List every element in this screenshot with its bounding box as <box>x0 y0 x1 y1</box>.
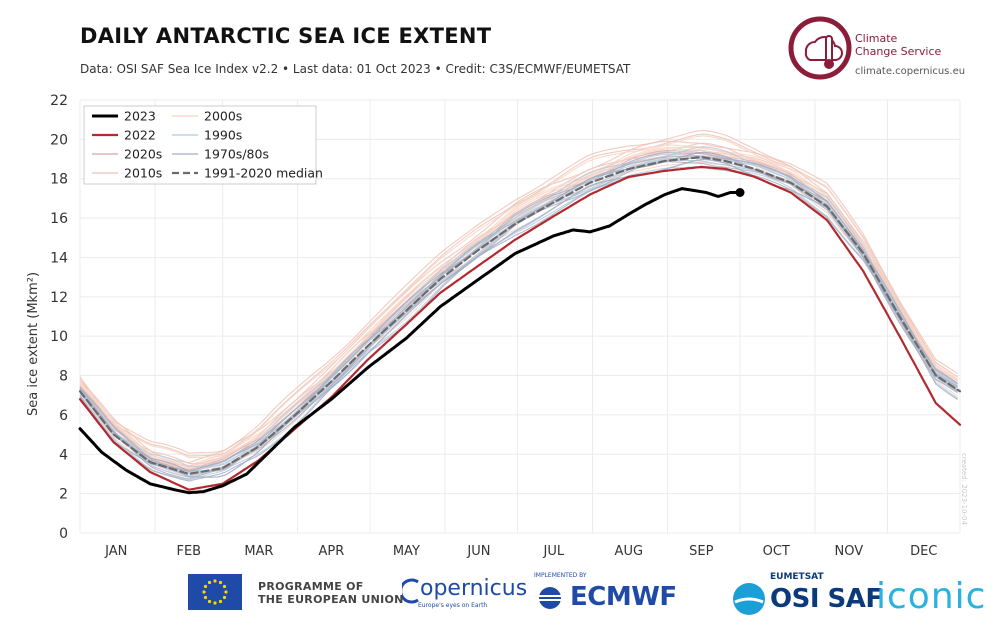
decade-line-2000s <box>79 144 958 467</box>
copernicus-tagline: Europe's eyes on Earth <box>418 602 488 609</box>
c3s-emblem-icon <box>788 16 852 80</box>
y-tick-label: 6 <box>59 408 68 424</box>
legend-label: 2000s <box>204 109 242 124</box>
highlight-lines <box>78 155 962 495</box>
c3s-name: Climate Change Service <box>855 32 975 58</box>
eu-star <box>213 601 217 605</box>
series-line-2022 <box>78 165 962 491</box>
ecmwf-tagline: IMPLEMENTED BY <box>534 572 587 579</box>
decade-line-1970s-80s <box>79 158 958 478</box>
eu-star <box>222 595 227 600</box>
x-tick-label: FEB <box>176 544 201 558</box>
iconic-logo: iconic <box>876 576 987 617</box>
legend: 2023 2022 2020s 2010s 2000s 1990s 1970s/80s 199… <box>83 105 323 185</box>
series-line-1991-2020-median <box>78 155 962 476</box>
legend-label: 1970s/80s <box>204 147 269 162</box>
chart-subtitle: Data: OSI SAF Sea Ice Index v2.2 • Last … <box>80 62 631 76</box>
legend-label: 1991-2020 median <box>204 166 323 181</box>
y-tick-label: 4 <box>59 447 68 463</box>
decade-line-1970s-80s <box>79 152 958 472</box>
y-tick-label: 2 <box>59 487 68 503</box>
y-tick-label: 12 <box>50 290 68 306</box>
decade-line-2000s <box>79 146 958 468</box>
osisaf-globe-icon <box>733 583 765 615</box>
eu-star <box>207 580 212 585</box>
x-tick-label: DEC <box>910 544 937 558</box>
legend-box <box>83 105 317 185</box>
x-tick-label: AUG <box>615 544 643 558</box>
ecmwf-logo: ECMWF <box>570 582 677 612</box>
decade-line-1970s-80s <box>79 167 958 482</box>
eu-programme-text: PROGRAMME OF THE EUROPEAN UNION <box>258 580 404 606</box>
x-tick-label: APR <box>319 544 345 558</box>
eu-line1: PROGRAMME OF <box>258 580 364 593</box>
osisaf-logo: OSI SAF <box>770 584 883 614</box>
eu-star <box>203 584 208 589</box>
y-tick-label: 0 <box>59 526 68 542</box>
y-tick-label: 18 <box>50 172 68 188</box>
c3s-logo[interactable]: Climate Change Service climate.copernicu… <box>788 16 968 80</box>
created-watermark: created: 2023-10-04 <box>960 453 968 525</box>
x-tick-label: JAN <box>104 544 127 558</box>
last-data-point <box>735 188 745 198</box>
legend-label: 2023 <box>124 109 156 124</box>
x-tick-label: NOV <box>834 544 863 558</box>
y-tick-label: 8 <box>59 369 68 385</box>
eumetsat-tagline: EUMETSAT <box>770 572 824 582</box>
y-tick-label: 10 <box>50 329 68 345</box>
legend-label: 2022 <box>124 128 156 143</box>
eu-flag-icon <box>188 574 242 610</box>
eu-star <box>203 595 208 600</box>
x-tick-label: SEP <box>689 544 713 558</box>
eu-star <box>218 580 223 585</box>
x-tick-label: MAR <box>244 544 273 558</box>
y-tick-label: 20 <box>50 132 68 148</box>
y-axis-label: Sea ice extent (Mkm²) <box>26 272 41 416</box>
decade-line-1990s <box>79 146 958 467</box>
decade-line-2010s <box>79 129 958 454</box>
y-tick-label: 14 <box>50 250 68 266</box>
copernicus-c-icon <box>402 578 419 604</box>
eu-line2: THE EUROPEAN UNION <box>258 593 404 606</box>
x-tick-label: JUN <box>466 544 490 558</box>
ecmwf-mark-icon <box>539 587 561 609</box>
decade-line-1990s <box>79 166 958 481</box>
eu-star <box>224 590 228 594</box>
eu-star <box>207 599 212 604</box>
y-tick-label: 22 <box>50 93 68 109</box>
c3s-name-line1: Climate <box>855 32 898 45</box>
legend-label: 1990s <box>204 128 242 143</box>
eu-star <box>213 579 217 583</box>
c3s-url[interactable]: climate.copernicus.eu <box>855 66 966 77</box>
chart-title: DAILY ANTARCTIC SEA ICE EXTENT <box>80 24 492 48</box>
decade-line-2010s <box>79 142 958 465</box>
series-line-2023 <box>78 187 742 495</box>
x-tick-label: JUL <box>543 544 565 558</box>
y-tick-label: 16 <box>50 211 68 227</box>
decade-line-2000s <box>79 135 958 458</box>
decade-line-2010s <box>79 140 958 464</box>
legend-label: 2010s <box>124 166 162 181</box>
eu-star <box>222 584 227 589</box>
x-tick-label: OCT <box>763 544 790 558</box>
copernicus-logo: opernicus <box>420 576 528 601</box>
c3s-name-line2: Change Service <box>855 45 942 58</box>
eu-star <box>202 590 206 594</box>
eu-star <box>218 599 223 604</box>
legend-label: 2020s <box>124 147 162 162</box>
footer-logos: PROGRAMME OF THE EUROPEAN UNION opernicu… <box>0 570 1000 628</box>
x-tick-label: MAY <box>393 544 420 558</box>
